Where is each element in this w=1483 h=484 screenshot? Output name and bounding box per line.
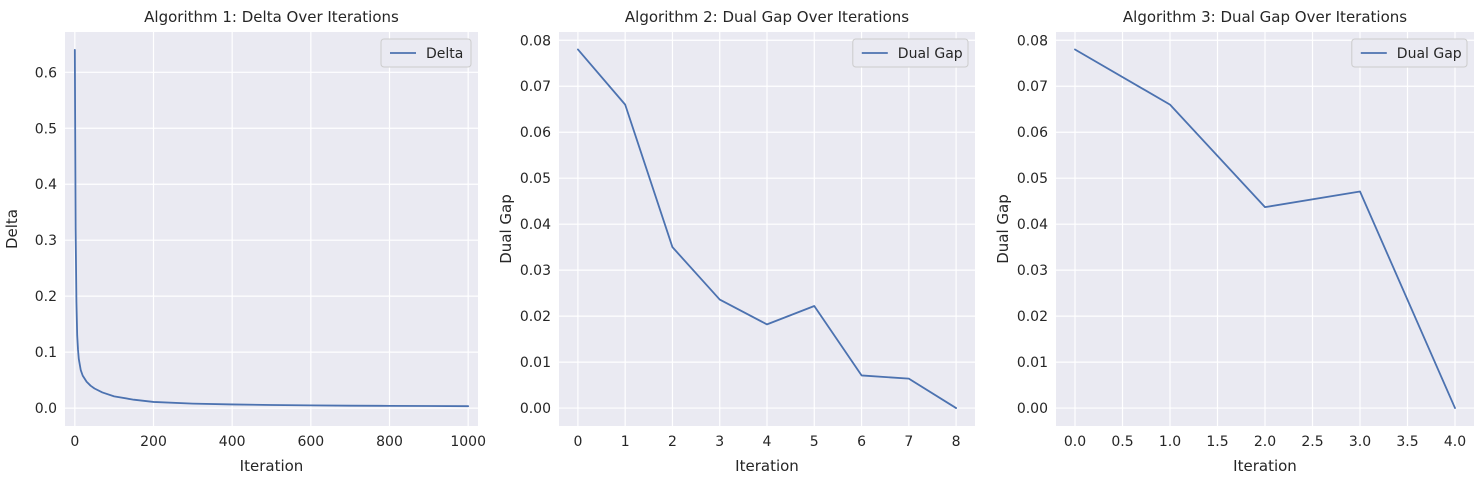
y-tick-label: 0.6 — [35, 65, 57, 81]
y-tick-label: 0.06 — [520, 125, 551, 141]
x-axis-label: Iteration — [240, 457, 304, 475]
x-tick-labels: 0 200 400 600 800 1000 — [70, 434, 486, 450]
y-axis-label: Delta — [3, 209, 21, 249]
y-tick-label: 0.4 — [35, 177, 57, 193]
x-tick-label: 0 — [573, 434, 582, 450]
x-tick-label: 7 — [904, 434, 913, 450]
y-tick-label: 0.04 — [1017, 217, 1048, 233]
y-tick-label: 0.0 — [35, 401, 57, 417]
series-lines — [73, 49, 470, 408]
x-tick-label: 1.0 — [1159, 434, 1181, 450]
y-tick-label: 0.01 — [520, 355, 551, 371]
y-tick-label: 0.02 — [1017, 309, 1048, 325]
x-axis-label: Iteration — [735, 457, 799, 475]
y-tick-label: 0.1 — [35, 345, 57, 361]
y-tick-label: 0.05 — [1017, 171, 1048, 187]
x-tick-label: 4 — [763, 434, 772, 450]
y-tick-label: 0.00 — [520, 401, 551, 417]
x-tick-label: 5 — [810, 434, 819, 450]
y-tick-labels: 0.00 0.01 0.02 0.03 0.04 0.05 0.06 0.07 0.08 — [1017, 33, 1048, 417]
x-tick-label: 8 — [952, 434, 961, 450]
y-tick-label: 0.03 — [1017, 263, 1048, 279]
y-axis-label: Dual Gap — [994, 194, 1012, 264]
legend-label: Dual Gap — [898, 46, 963, 62]
x-tick-label: 3.5 — [1396, 434, 1418, 450]
y-tick-label: 0.07 — [1017, 79, 1048, 95]
x-axis-label: Iteration — [1233, 457, 1297, 475]
y-tick-label: 0.00 — [1017, 401, 1048, 417]
axes-background — [65, 32, 478, 426]
x-tick-labels: 0.0 0.5 1.0 1.5 2.0 2.5 3.0 3.5 4.0 — [1064, 434, 1466, 450]
x-tick-label: 0.0 — [1064, 434, 1086, 450]
legend: Dual Gap — [852, 38, 969, 68]
y-tick-label: 0.08 — [520, 33, 551, 49]
y-tick-label: 0.04 — [520, 217, 551, 233]
x-tick-label: 400 — [219, 434, 246, 450]
x-tick-label: 3 — [715, 434, 724, 450]
x-tick-label: 0.5 — [1111, 434, 1133, 450]
y-tick-label: 0.08 — [1017, 33, 1048, 49]
x-tick-label: 1000 — [450, 434, 486, 450]
x-tick-label: 3.0 — [1349, 434, 1371, 450]
y-tick-label: 0.05 — [520, 171, 551, 187]
x-tick-label: 600 — [297, 434, 324, 450]
x-tick-label: 6 — [857, 434, 866, 450]
legend-box — [852, 38, 969, 68]
chart-title: Algorithm 3: Dual Gap Over Iterations — [1123, 8, 1407, 26]
y-tick-label: 0.06 — [1017, 125, 1048, 141]
chart-panel-3: 0.0 0.5 1.0 1.5 2.0 2.5 3.0 3.5 4.0 0.00 0.01 0.02… — [994, 8, 1474, 475]
x-tick-label: 2.5 — [1301, 434, 1323, 450]
y-axis-label: Dual Gap — [497, 194, 515, 264]
y-tick-labels: 0.00 0.01 0.02 0.03 0.04 0.05 0.06 0.07 0.08 — [520, 33, 551, 417]
grid-lines — [65, 32, 478, 426]
x-tick-label: 1.5 — [1206, 434, 1228, 450]
chart-title: Algorithm 2: Dual Gap Over Iterations — [625, 8, 909, 26]
series-lines — [577, 48, 957, 409]
y-tick-label: 0.07 — [520, 79, 551, 95]
series-line-dual-gap — [577, 48, 957, 409]
x-tick-label: 4.0 — [1444, 434, 1466, 450]
y-tick-label: 0.5 — [35, 121, 57, 137]
x-tick-label: 0 — [70, 434, 79, 450]
legend: Delta — [380, 38, 472, 68]
x-tick-labels: 0 1 2 3 4 5 6 7 8 — [573, 434, 960, 450]
legend-box — [1351, 38, 1468, 68]
series-line-dual-gap — [1074, 48, 1456, 409]
chart-panel-1: 0 200 400 600 800 1000 0.00.10.20.30.40.50.6 … — [3, 8, 486, 475]
legend-label: Dual Gap — [1397, 46, 1462, 62]
y-tick-labels: 0.0 0.1 0.2 0.3 0.4 0.5 0.6 — [35, 65, 57, 417]
y-tick-label: 0.02 — [520, 309, 551, 325]
y-tick-label: 0.3 — [35, 233, 57, 249]
x-tick-label: 800 — [376, 434, 403, 450]
legend: Dual Gap — [1351, 38, 1468, 68]
chart-title: Algorithm 1: Delta Over Iterations — [144, 8, 399, 26]
x-tick-label: 2 — [668, 434, 677, 450]
y-tick-label: 0.2 — [35, 289, 57, 305]
x-tick-label: 200 — [140, 434, 167, 450]
y-tick-label: 0.03 — [520, 263, 551, 279]
series-lines — [1074, 48, 1456, 409]
legend-box — [380, 38, 472, 68]
legend-label: Delta — [426, 46, 463, 62]
y-tick-label: 0.01 — [1017, 355, 1048, 371]
x-tick-label: 1 — [621, 434, 630, 450]
x-tick-label: 2.0 — [1254, 434, 1276, 450]
series-line-delta — [73, 49, 470, 408]
